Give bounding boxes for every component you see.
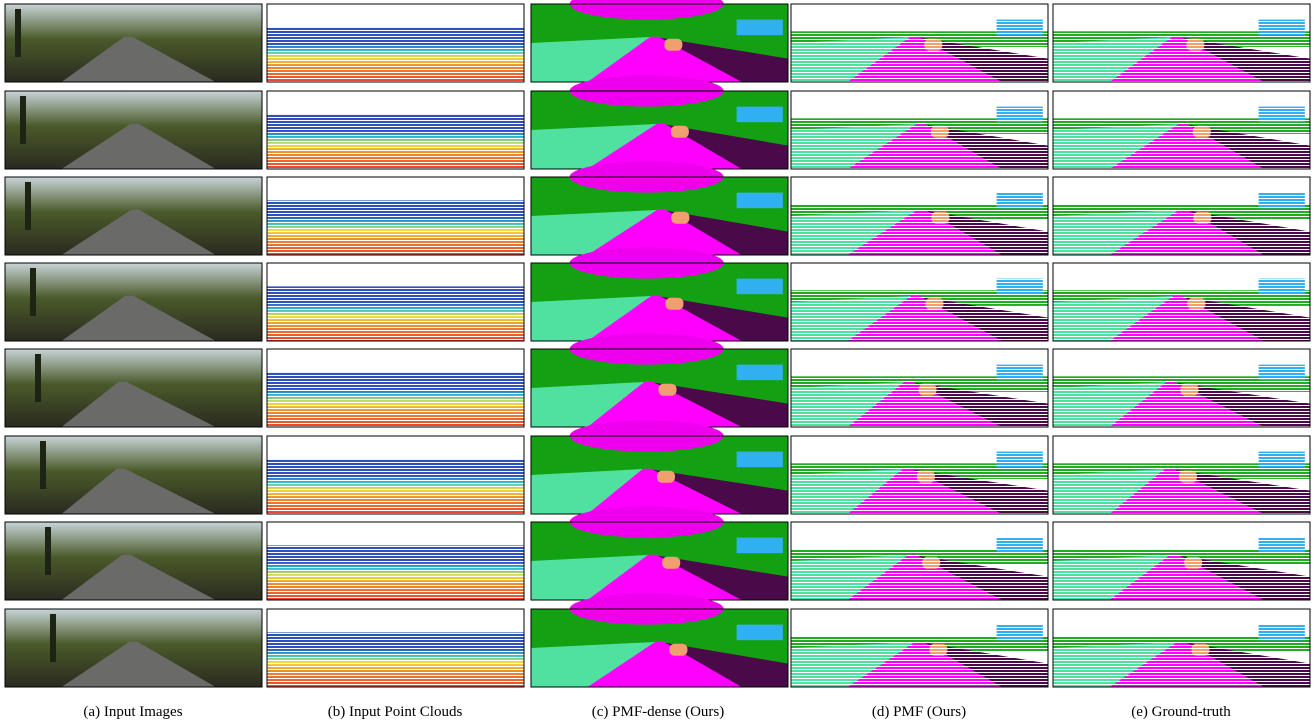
panel [5,349,262,427]
tree [35,354,41,402]
scan [1053,609,1310,687]
tree [50,614,56,662]
car [665,298,683,310]
car [659,384,677,396]
scan [1053,177,1310,255]
panel [5,4,262,82]
caption: (d) PMF (Ours) [872,704,966,720]
scan [267,632,524,687]
tree [25,182,31,230]
building [737,365,783,381]
scan [267,200,524,255]
panels [5,0,1310,687]
scan [791,436,1048,514]
panel [267,349,524,427]
scan [791,263,1048,341]
caption: (c) PMF-dense (Ours) [592,704,724,720]
panel [791,436,1048,514]
panel [791,91,1048,169]
panel [267,177,524,255]
car [664,39,682,51]
scan [1053,4,1310,82]
panel [267,609,524,687]
scan [267,459,524,514]
panel [1053,177,1310,255]
panel [531,161,788,255]
panel [1053,263,1310,341]
scan [791,609,1048,687]
panel [1053,91,1310,169]
building [737,625,783,641]
caption: (a) Input Images [83,704,182,720]
scan [791,349,1048,427]
panel [791,4,1048,82]
scan [267,114,524,169]
panel [267,522,524,600]
panel [791,263,1048,341]
scan [267,545,524,600]
panel [5,177,262,255]
building [737,193,783,209]
panel [531,420,788,514]
panel [5,522,262,600]
panel [791,177,1048,255]
scan [1053,522,1310,600]
panel [531,75,788,169]
panel [531,247,788,341]
panel [5,436,262,514]
panel [531,506,788,600]
car [671,126,689,138]
panel [791,349,1048,427]
caption: (e) Ground-truth [1131,704,1231,720]
scan [267,27,524,82]
panel [5,609,262,687]
tree [15,9,21,57]
panel [5,91,262,169]
tree [45,527,51,575]
panel [1053,609,1310,687]
panel [531,0,788,82]
panel [1053,4,1310,82]
tree [30,268,36,316]
panel [531,333,788,427]
panel [1053,349,1310,427]
panel [267,91,524,169]
scan [267,372,524,427]
scan [791,522,1048,600]
panel [531,593,788,687]
panel [267,263,524,341]
tree [40,441,46,489]
figure: (a) Input Images (b) Input Point Clouds … [0,0,1315,726]
panel [791,522,1048,600]
car [671,212,689,224]
building [737,107,783,123]
scan [791,177,1048,255]
scan [791,91,1048,169]
car [657,471,675,483]
panel [1053,522,1310,600]
building [737,279,783,295]
panel [267,436,524,514]
panel [267,4,524,82]
building [737,20,783,36]
scan [1053,91,1310,169]
scan [791,4,1048,82]
car [662,557,680,569]
building [737,452,783,468]
car [669,644,687,656]
tree [20,96,26,144]
panel [791,609,1048,687]
scan [1053,436,1310,514]
caption: (b) Input Point Clouds [328,704,463,720]
panel [5,263,262,341]
scan [1053,263,1310,341]
building [737,538,783,554]
scan [267,286,524,341]
scan [1053,349,1310,427]
panel [1053,436,1310,514]
